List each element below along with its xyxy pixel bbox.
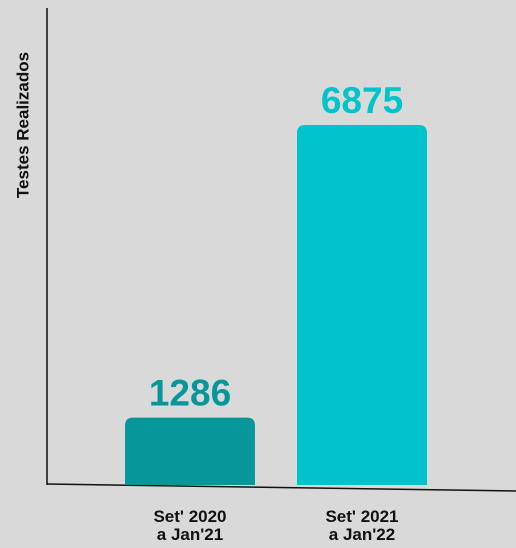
bar — [125, 418, 255, 485]
x-axis — [47, 484, 516, 491]
value-label: 6875 — [321, 80, 403, 121]
x-tick-label: Set' 2020 a Jan'21 — [110, 508, 270, 544]
page: {"chart_data": {"type": "bar", "y_label"… — [0, 0, 516, 548]
bar — [297, 125, 427, 485]
x-tick-label: Set' 2021 a Jan'22 — [282, 508, 442, 544]
y-axis-label: Testes Realizados — [13, 52, 32, 198]
chart: Testes Realizados 1286 6875 — [0, 0, 516, 548]
value-label: 1286 — [149, 373, 231, 414]
